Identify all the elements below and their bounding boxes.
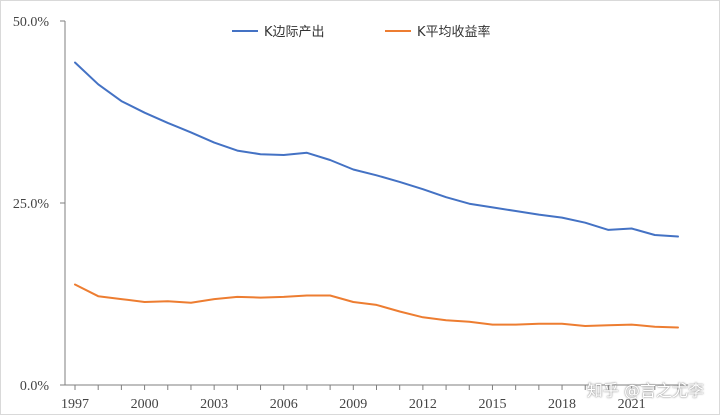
- x-tick-label: 2015: [478, 397, 506, 412]
- legend-label-1: K边际产出: [264, 25, 325, 40]
- legend: K边际产出 K平均收益率: [232, 24, 491, 40]
- x-tick-label: 2021: [618, 397, 646, 412]
- x-tick-label: 2003: [200, 397, 228, 412]
- y-tick-label: 0.0%: [20, 379, 50, 394]
- x-tick-label: 2009: [339, 397, 367, 412]
- x-tick-label: 2006: [270, 397, 298, 412]
- x-tick-label: 1997: [61, 397, 89, 412]
- x-tick-label: 2000: [131, 397, 159, 412]
- watermark: 知乎 @言之尤李: [586, 381, 704, 400]
- series-line-2: [74, 283, 679, 329]
- y-tick-label: 25.0%: [13, 197, 50, 212]
- series-line-1: [74, 61, 679, 238]
- x-tick-label: 2012: [409, 397, 437, 412]
- legend-label-2: K平均收益率: [417, 24, 491, 40]
- x-tick-label: 2018: [548, 397, 576, 412]
- y-tick-label: 50.0%: [13, 15, 50, 30]
